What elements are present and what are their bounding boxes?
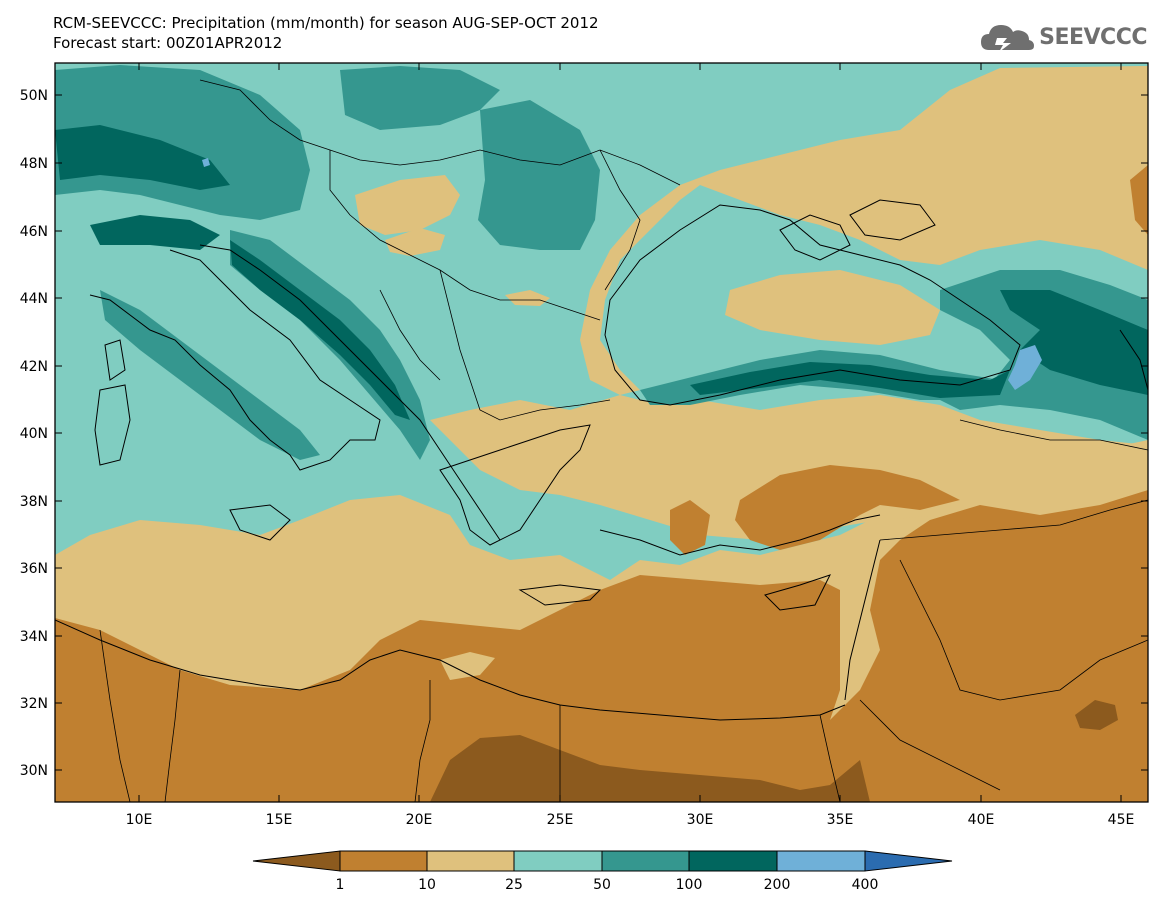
lon-label: 40E	[968, 812, 995, 828]
lat-label: 38N	[20, 494, 48, 510]
lon-label: 20E	[406, 812, 433, 828]
legend-label: 100	[676, 877, 703, 893]
legend-label: 200	[764, 877, 791, 893]
lon-label: 45E	[1108, 812, 1135, 828]
field-1-10-anatolia-b	[670, 500, 710, 555]
field-100-200-caucasus	[1000, 290, 1148, 395]
field-10-25-east	[580, 66, 1148, 395]
coast-africa	[55, 619, 846, 721]
color-legend: 1 10 25 50 100 200 400	[252, 850, 953, 893]
field-10-25-libya-blob	[440, 652, 495, 680]
cloud-logo-icon	[981, 25, 1035, 52]
legend-swatch-200-400	[776, 850, 866, 872]
field-100-200-pontic	[690, 362, 1010, 398]
legend-swatch-lt1	[252, 850, 341, 872]
coast-cyprus	[764, 574, 831, 611]
coast-sicily	[229, 504, 291, 541]
country-borders	[99, 79, 1148, 802]
lat-label: 48N	[20, 156, 48, 172]
field-1-10-anatolia	[735, 465, 960, 550]
map-title: RCM-SEEVCCC: Precipitation (mm/month) fo…	[53, 14, 599, 32]
border-12	[819, 714, 841, 802]
lat-label: 44N	[20, 291, 48, 307]
field-50-100-carpathian	[478, 100, 600, 250]
field-10-25-serbia	[385, 228, 445, 256]
longitude-axis: 10E 15E 20E 25E 30E 35E 40E 45E	[126, 812, 1135, 828]
lat-label: 50N	[20, 88, 48, 104]
border-10	[414, 680, 431, 802]
coastlines	[55, 199, 1148, 721]
seevccc-logo: SEEVCCC	[979, 20, 1147, 54]
field-10-25-blacksea-blob	[725, 270, 940, 345]
border-6	[959, 419, 1148, 451]
logo-text: SEEVCCC	[1039, 24, 1147, 50]
lat-label: 34N	[20, 629, 48, 645]
legend-swatch-25-50	[513, 850, 603, 872]
field-50-100-poland	[340, 66, 500, 130]
lat-label: 32N	[20, 696, 48, 712]
field-50-100-alps	[55, 65, 310, 220]
field-lt1-sahara	[430, 735, 870, 802]
legend-swatch-1-10	[339, 850, 428, 872]
lon-label: 30E	[687, 812, 714, 828]
lat-label: 30N	[20, 763, 48, 779]
legend-label: 50	[593, 877, 611, 893]
field-100-200-dinaric	[230, 240, 410, 420]
coast-sardinia	[94, 384, 131, 466]
field-1-10-africa	[55, 490, 1148, 802]
legend-swatch-50-100	[601, 850, 690, 872]
legend-label: 1	[336, 877, 345, 893]
coast-caspian	[1119, 329, 1148, 391]
coast-italy	[89, 249, 381, 471]
lat-label: 42N	[20, 359, 48, 375]
border-3	[439, 269, 611, 421]
legend-label: 10	[418, 877, 436, 893]
forecast-start: Forecast start: 00Z01APR2012	[53, 34, 283, 52]
field-10-25-hungary	[355, 175, 460, 235]
legend-swatch-gt400	[864, 850, 953, 872]
coast-azov	[849, 199, 936, 241]
border-5	[379, 289, 441, 381]
lon-label: 25E	[547, 812, 574, 828]
axis-ticks	[55, 63, 1148, 802]
border-9	[164, 669, 181, 802]
lat-label: 36N	[20, 561, 48, 577]
legend-label: 25	[505, 877, 523, 893]
border-1	[199, 79, 681, 186]
coast-adriatic-east	[199, 244, 501, 541]
field-200-400-georgia	[1008, 345, 1042, 390]
border-14	[859, 699, 1001, 791]
border-4	[599, 149, 641, 291]
coast-crimea	[779, 214, 851, 261]
field-100-200-alps	[55, 125, 230, 190]
lon-label: 15E	[266, 812, 293, 828]
field-1-10-east-edge	[1130, 165, 1148, 235]
coast-crete	[518, 584, 602, 606]
coast-levant	[844, 539, 881, 701]
border-7	[879, 499, 1148, 541]
lat-label: 40N	[20, 426, 48, 442]
field-10-25-romania	[505, 290, 550, 306]
coast-turkey-south	[599, 514, 881, 556]
lat-label: 46N	[20, 224, 48, 240]
lon-label: 10E	[126, 812, 153, 828]
field-lt1-arabia	[1075, 700, 1118, 730]
field-100-200-alps2	[90, 215, 220, 250]
legend-label: 400	[852, 877, 879, 893]
border-8	[899, 559, 1148, 701]
legend-swatch-100-200	[688, 850, 778, 872]
field-10-25-anatolia	[430, 395, 1148, 540]
latitude-axis: 50N 48N 46N 44N 42N 40N 38N 36N 34N 32N …	[20, 88, 48, 779]
coast-corsica	[104, 339, 126, 381]
field-200-400-alps	[202, 158, 210, 167]
precip-field	[55, 63, 1148, 802]
lon-label: 35E	[827, 812, 854, 828]
border-13	[99, 629, 131, 802]
coast-black-sea	[604, 204, 1021, 406]
title-block: RCM-SEEVCCC: Precipitation (mm/month) fo…	[53, 13, 599, 53]
coast-greece	[439, 424, 591, 546]
legend-swatch-10-25	[426, 850, 515, 872]
